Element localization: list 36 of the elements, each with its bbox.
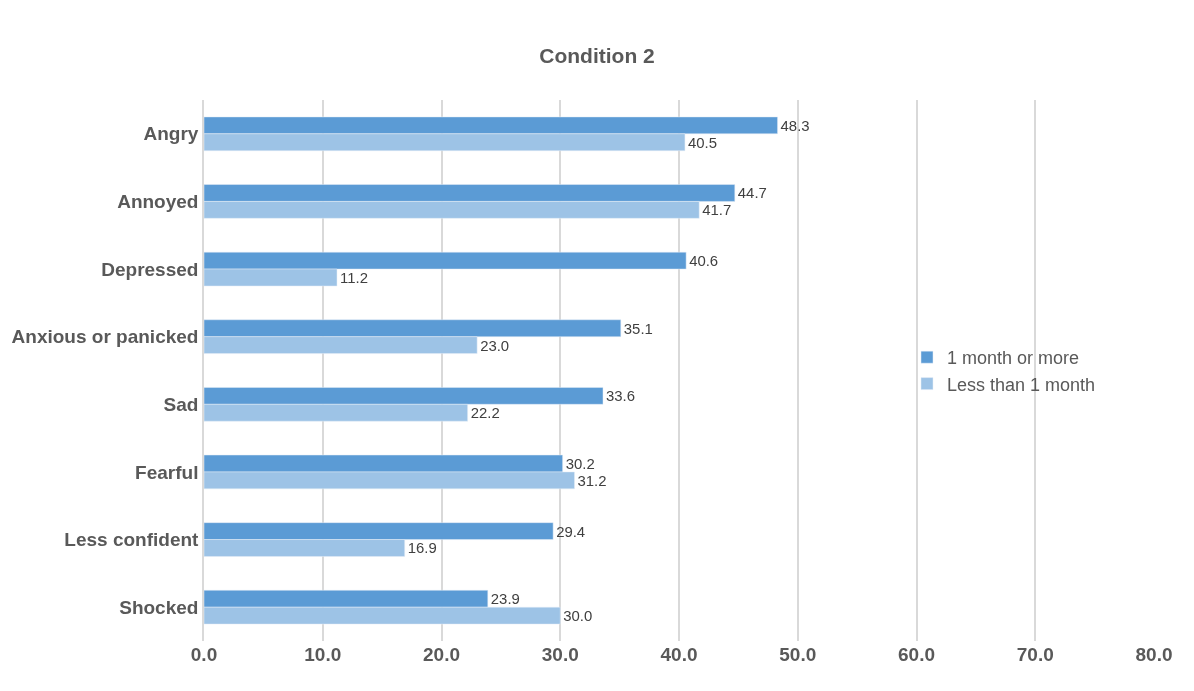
x-tick-label: 80.0 <box>1135 644 1173 665</box>
legend-label: Less than 1 month <box>947 374 1096 395</box>
y-tick-label: Fearful <box>135 461 199 483</box>
data-label: 31.2 <box>577 472 607 489</box>
data-label: 29.4 <box>556 523 586 540</box>
data-label: 23.9 <box>490 590 520 608</box>
data-label: 11.2 <box>340 268 368 286</box>
y-tick-label: Sad <box>163 393 199 415</box>
data-label: 41.7 <box>702 202 732 219</box>
y-tick-label: Anxious or panicked <box>11 326 199 348</box>
data-label: 44.7 <box>737 184 767 202</box>
legend-label: 1 month or more <box>947 348 1080 369</box>
data-label: 35.1 <box>623 319 653 337</box>
chart-title: Condition 2 <box>539 44 655 68</box>
y-tick-label: Annoyed <box>117 191 199 213</box>
x-tick-label: 0.0 <box>190 644 218 665</box>
x-tick-label: 30.0 <box>541 644 579 665</box>
data-label: 48.3 <box>780 117 810 134</box>
data-label: 16.9 <box>407 539 437 557</box>
data-label: 40.5 <box>687 133 717 151</box>
data-label: 30.2 <box>565 454 595 472</box>
x-tick-label: 70.0 <box>1016 644 1054 665</box>
x-tick-label: 10.0 <box>304 644 342 665</box>
data-label: 22.2 <box>470 404 500 422</box>
data-label: 33.6 <box>606 388 636 405</box>
y-tick-label: Shocked <box>119 596 199 618</box>
x-tick-label: 20.0 <box>423 644 460 665</box>
y-tick-label: Angry <box>143 123 199 145</box>
x-tick-label: 60.0 <box>898 644 935 665</box>
y-tick-label: Less confident <box>64 529 200 551</box>
data-label: 40.6 <box>689 253 719 270</box>
data-label: 23.0 <box>480 337 510 354</box>
y-tick-label: Depressed <box>101 258 199 280</box>
x-tick-label: 40.0 <box>660 644 698 665</box>
x-tick-label: 50.0 <box>779 644 817 665</box>
data-label: 30.0 <box>563 608 593 625</box>
